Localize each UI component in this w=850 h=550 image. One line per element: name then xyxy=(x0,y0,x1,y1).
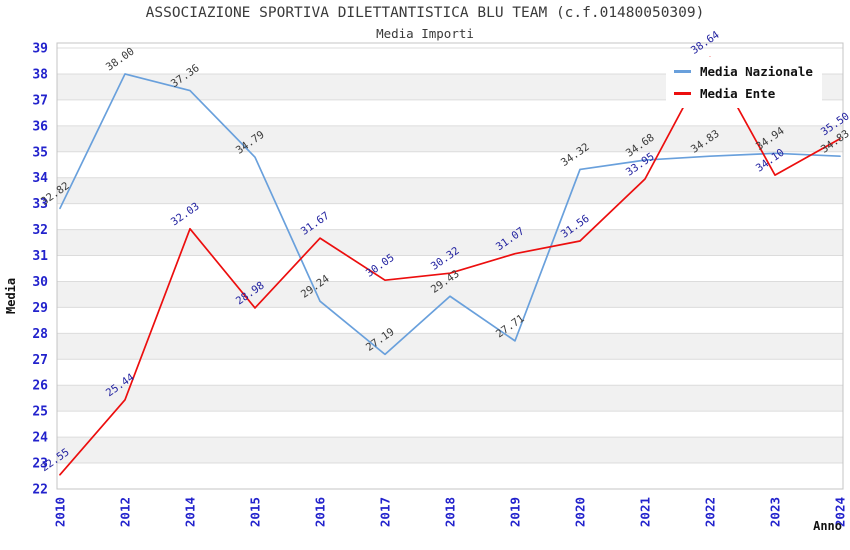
y-tick-label: 31 xyxy=(32,249,48,264)
x-tick-label: 2021 xyxy=(638,497,653,527)
grid-band xyxy=(57,385,843,412)
legend: Media Nazionale Media Ente xyxy=(666,57,822,108)
x-tick-label: 2017 xyxy=(378,497,393,527)
chart-subtitle: Media Importi xyxy=(376,26,474,41)
legend-label-media-ente: Media Ente xyxy=(700,86,776,101)
y-tick-label: 23 xyxy=(32,457,48,472)
grid-band xyxy=(57,177,843,204)
grid-band xyxy=(57,437,843,464)
x-tick-label: 2020 xyxy=(573,497,588,527)
y-tick-label: 38 xyxy=(32,67,48,82)
y-tick-label: 30 xyxy=(32,275,48,290)
legend-item-media-nazionale: Media Nazionale xyxy=(674,64,822,79)
x-tick-label: 2022 xyxy=(703,497,718,527)
x-tick-label: 2014 xyxy=(183,497,198,527)
x-tick-label: 2016 xyxy=(313,497,328,527)
grid-band xyxy=(57,333,843,360)
y-tick-label: 24 xyxy=(32,431,48,446)
y-tick-label: 28 xyxy=(32,327,48,342)
plot-background xyxy=(57,43,843,489)
chart-title: ASSOCIAZIONE SPORTIVA DILETTANTISTICA BL… xyxy=(145,5,705,21)
y-tick-label: 26 xyxy=(32,379,48,394)
y-tick-label: 27 xyxy=(32,353,48,368)
legend-label-media-nazionale: Media Nazionale xyxy=(700,64,813,79)
y-tick-label: 37 xyxy=(32,93,48,108)
x-tick-label: 2018 xyxy=(443,497,458,527)
grid-band xyxy=(57,281,843,308)
y-tick-label: 32 xyxy=(32,223,48,238)
grid-band xyxy=(57,125,843,152)
legend-item-media-ente: Media Ente xyxy=(674,86,822,101)
y-tick-label: 22 xyxy=(32,483,48,498)
series-line-media-nazionale xyxy=(59,73,841,356)
y-tick-label: 35 xyxy=(32,145,48,160)
x-axis-title: Anno xyxy=(813,519,842,533)
x-tick-label: 2024 xyxy=(833,497,848,527)
y-tick-label: 36 xyxy=(32,119,48,134)
y-tick-label: 34 xyxy=(32,171,48,186)
x-tick-label: 2010 xyxy=(53,497,68,527)
media-ente-swatch-icon xyxy=(674,92,691,95)
x-tick-label: 2015 xyxy=(248,497,263,527)
y-tick-label: 29 xyxy=(32,301,48,316)
y-tick-label: 39 xyxy=(32,42,48,57)
x-tick-label: 2023 xyxy=(768,497,783,527)
media-nazionale-swatch-icon xyxy=(674,70,691,73)
plot-border xyxy=(56,42,844,490)
y-tick-label: 33 xyxy=(32,197,48,212)
y-axis-title: Media xyxy=(4,277,18,314)
x-tick-label: 2019 xyxy=(508,497,523,527)
y-tick-label: 25 xyxy=(32,405,48,420)
x-tick-label: 2012 xyxy=(118,497,133,527)
